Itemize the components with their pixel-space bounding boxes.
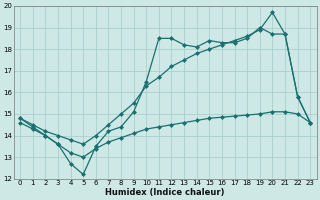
X-axis label: Humidex (Indice chaleur): Humidex (Indice chaleur) [106,188,225,197]
